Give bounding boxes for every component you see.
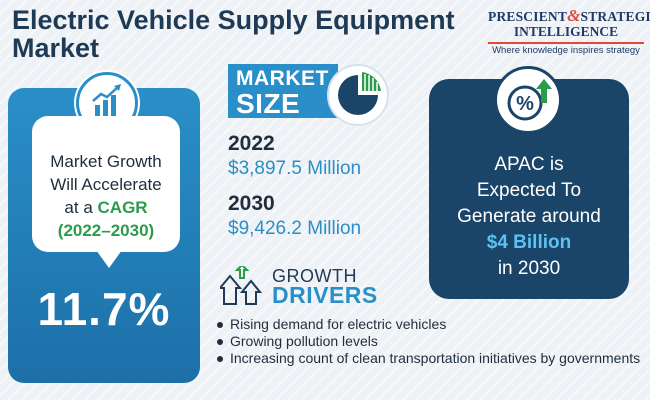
cagr-card (32, 116, 180, 252)
growth-drivers-label-line1: GROWTH (272, 266, 357, 286)
apac-line3: Generate around (457, 206, 601, 227)
cagr-value: 11.7% (37, 283, 171, 335)
list-item: Growing pollution levels (214, 333, 644, 350)
market-size-badge: MARKET SIZE (228, 64, 338, 119)
cagr-line3-prefix: at a (64, 198, 98, 217)
market-size-amount-2022: $3,897.5 Million (228, 158, 362, 179)
cagr-line2: Will Accelerate (50, 175, 162, 194)
apac-line2: Expected To (476, 180, 582, 201)
cagr-line3: at a CAGR (32, 196, 180, 219)
growth-drivers-label-line2: DRIVERS (272, 282, 378, 308)
apac-line5: in 2030 (497, 258, 561, 279)
apac-description: APAC is Expected To Generate around $4 B… (429, 152, 629, 282)
logo-tagline: Where knowledge inspires strategy (488, 42, 644, 56)
svg-text:%: % (516, 93, 534, 115)
market-size-year-2022: 2022 (228, 132, 275, 155)
growth-drivers-list: Rising demand for electric vehicles Grow… (214, 316, 644, 367)
cagr-label: CAGR (97, 198, 148, 217)
logo-ampersand: & (567, 6, 581, 25)
page-title: Electric Vehicle Supply Equipment Market (12, 5, 455, 63)
logo-word-strategic: STRATEGIC (580, 9, 650, 24)
apac-line1: APAC is (494, 154, 564, 175)
arrows-up-icon (217, 263, 268, 306)
company-logo: PRESCIENT&STRATEGIC INTELLIGENCE Where k… (488, 6, 650, 56)
percent-up-icon: % (494, 66, 562, 134)
market-size-year-2030: 2030 (228, 192, 275, 215)
market-size-amount-2030: $9,426.2 Million (228, 218, 362, 239)
cagr-period: (2022–2030) (57, 221, 155, 240)
logo-name-line1: PRESCIENT&STRATEGIC (488, 6, 650, 26)
market-size-label-line1: MARKET (236, 67, 329, 90)
list-item: Increasing count of clean transportation… (214, 350, 644, 367)
apac-highlight-value: $4 Billion (486, 232, 572, 253)
cagr-description: Market Growth Will Accelerate at a CAGR … (32, 150, 180, 242)
cagr-card-pointer (96, 250, 122, 268)
pie-chart-icon (327, 64, 389, 126)
market-size-label-line2: SIZE (236, 88, 301, 119)
logo-word-prescient: PRESCIENT (488, 9, 568, 24)
list-item: Rising demand for electric vehicles (214, 316, 644, 333)
cagr-line1: Market Growth (50, 152, 162, 171)
logo-name-line2: INTELLIGENCE (513, 24, 619, 39)
